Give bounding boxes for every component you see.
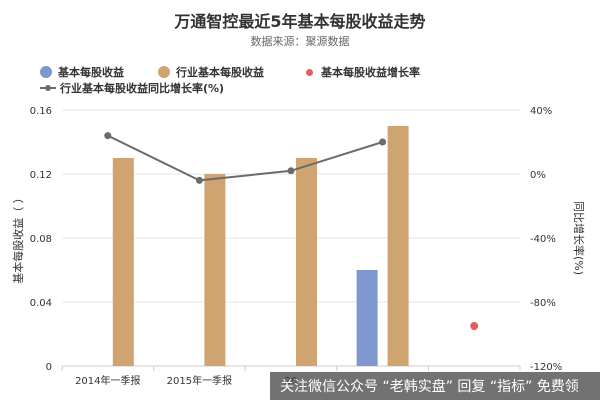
legend-eps-label: 基本每股收益 (58, 66, 124, 79)
x-tick-label: 2014年一季报 (75, 374, 140, 387)
legend-eps-growth-swatch (306, 68, 313, 76)
chart-subtitle: 数据来源：聚源数据 (250, 35, 350, 48)
industry-growth-point (104, 132, 112, 140)
legend-industry-eps-label: 行业基本每股收益 (176, 66, 264, 79)
x-tick-label: 2015年一季报 (167, 374, 232, 387)
industry-eps-bar (204, 174, 226, 366)
eps-growth-point (470, 322, 479, 330)
eps-bar (356, 270, 378, 366)
y-axis-title: 基本每股收益（ ） (11, 192, 25, 284)
watermark-banner: 关注微信公众号 “老韩实盘” 回复 “指标” 免费领 (270, 372, 600, 400)
industry-eps-bar (387, 126, 409, 366)
y2-tick-label: -120% (530, 362, 562, 373)
legend-industry-growth-label: 行业基本每股收益同比增长率(%) (60, 82, 225, 95)
y-tick-label: 0.04 (30, 298, 52, 309)
legend-eps[interactable]: 基本每股收益 (40, 64, 124, 80)
y-tick-label: 0.12 (30, 170, 52, 181)
legend-industry-eps[interactable]: 行业基本每股收益 (158, 64, 264, 80)
y2-tick-label: -80% (530, 298, 556, 309)
legend-eps-growth[interactable]: 基本每股收益增长率 (303, 64, 420, 80)
legend-industry-growth[interactable]: 行业基本每股收益同比增长率(%) (40, 80, 224, 96)
industry-growth-point (379, 138, 387, 146)
legend-industry-eps-swatch (158, 66, 170, 78)
chart-title: 万通智控最近5年基本每股收益走势 (174, 12, 426, 31)
y-tick-label: 0.16 (30, 106, 52, 117)
y2-tick-label: 40% (530, 106, 552, 117)
industry-growth-line (107, 134, 383, 182)
y2-axis-title: 同比增长率(%) (572, 201, 586, 275)
industry-eps-bar (296, 158, 317, 366)
legend-eps-growth-label: 基本每股收益增长率 (321, 66, 420, 79)
industry-eps-bar (112, 158, 134, 366)
y2-tick-label: -40% (530, 234, 556, 245)
legend-eps-swatch (40, 66, 52, 78)
industry-growth-point (287, 167, 295, 175)
y-tick-label: 0.08 (30, 234, 52, 245)
industry-growth-point (195, 176, 203, 184)
y-tick-label: 0 (46, 362, 52, 373)
y2-tick-label: 0% (530, 170, 546, 181)
legend-industry-growth-swatch (40, 83, 56, 93)
